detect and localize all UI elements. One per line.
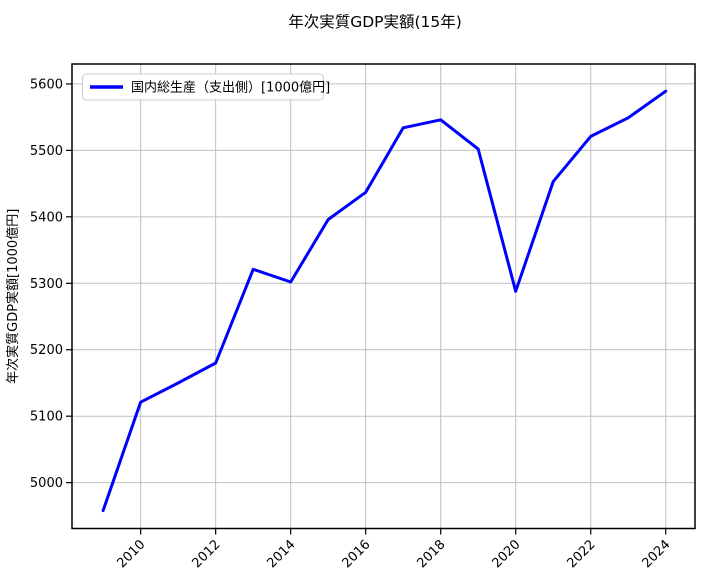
y-tick-label: 5500	[30, 144, 63, 159]
chart-title: 年次実質GDP実額(15年)	[288, 13, 462, 31]
legend: 国内総生産（支出側）[1000億円]	[82, 73, 330, 101]
y-tick-label: 5300	[30, 277, 63, 292]
y-tick-label: 5600	[30, 77, 63, 92]
plot-area	[72, 64, 695, 529]
gdp-data-line	[101, 89, 668, 513]
y-tick-label: 5000	[30, 476, 63, 491]
y-tick-label: 5200	[30, 343, 63, 358]
y-tick-label: 5400	[30, 210, 63, 225]
y-axis-label: 年次実質GDP実額[1000億円]	[5, 209, 21, 384]
legend-label: 国内総生産（支出側）[1000億円]	[131, 80, 330, 96]
legend-box	[82, 73, 324, 101]
y-tick-label: 5100	[30, 410, 63, 425]
axes-frame	[71, 63, 696, 530]
